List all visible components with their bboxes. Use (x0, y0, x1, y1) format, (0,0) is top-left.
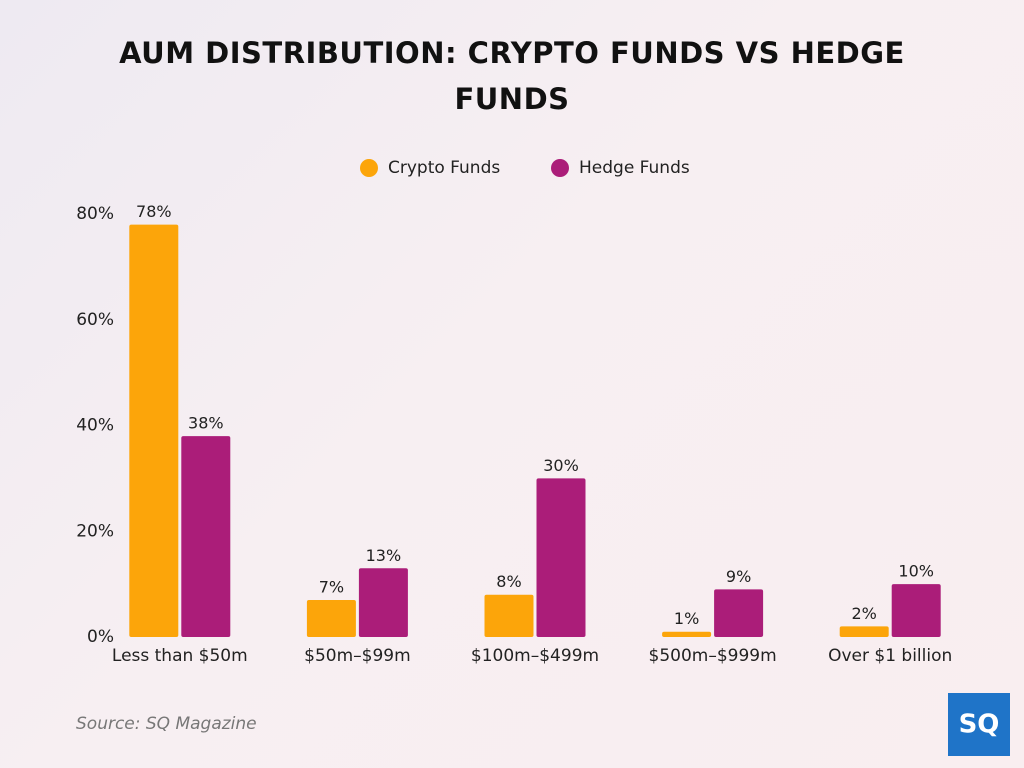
bar (839, 626, 889, 637)
bar (662, 631, 712, 637)
value-label: 10% (898, 562, 934, 581)
value-label: 1% (674, 609, 699, 628)
y-tick-label: 60% (76, 310, 114, 330)
legend-marker (360, 159, 378, 177)
value-label: 38% (188, 414, 224, 433)
value-label: 13% (366, 546, 402, 565)
bar (181, 436, 231, 637)
bar (484, 594, 534, 637)
x-tick-label: Over $1 billion (828, 646, 952, 666)
bar (306, 599, 356, 637)
source: Source: SQ Magazine (76, 714, 257, 734)
value-label: 8% (496, 572, 521, 591)
value-label: 7% (319, 577, 344, 596)
bar (358, 568, 408, 637)
legend-label: Hedge Funds (579, 158, 690, 178)
legend-label: Crypto Funds (388, 158, 500, 178)
x-tick-label: Less than $50m (112, 646, 248, 666)
value-label: 78% (136, 202, 172, 221)
x-tick-label: $100m–$499m (471, 646, 599, 666)
value-label: 30% (543, 456, 579, 475)
bar (536, 478, 586, 637)
logo: SQ (959, 710, 1000, 740)
value-label: 9% (726, 567, 751, 586)
y-tick-label: 20% (76, 521, 114, 541)
bar (714, 589, 764, 637)
x-tick-label: $500m–$999m (649, 646, 777, 666)
value-label: 2% (852, 604, 877, 623)
chart-title: AUM DISTRIBUTION: CRYPTO FUNDS VS HEDGE … (119, 36, 905, 116)
y-tick-label: 80% (76, 204, 114, 224)
bar (891, 584, 941, 637)
bar (129, 224, 179, 637)
logo-box (948, 693, 1010, 756)
y-tick-label: 40% (76, 416, 114, 436)
x-tick-label: $50m–$99m (304, 646, 411, 666)
y-tick-label: 0% (87, 627, 114, 647)
legend-marker (551, 159, 569, 177)
